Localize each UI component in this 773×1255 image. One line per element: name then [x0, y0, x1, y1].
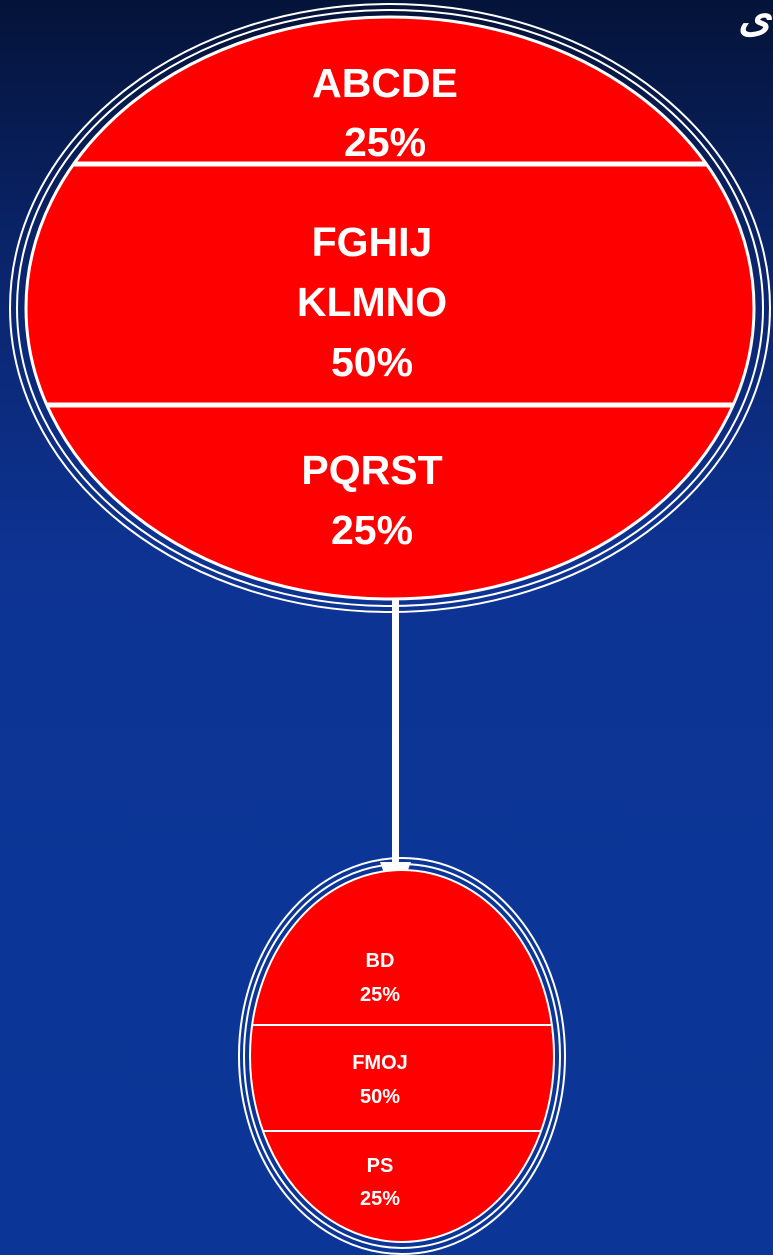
source-section-2-line-1: FGHIJ — [312, 219, 433, 265]
result-middle-ring — [243, 863, 561, 1249]
arrow-shaft — [392, 598, 399, 868]
corner-glyph: ی — [738, 0, 771, 41]
result-section-1-line-1: BD — [366, 950, 395, 972]
source-population: ABCDE 25% FGHIJ KLMNO 50% PQRST 25% — [9, 3, 771, 613]
source-section-1-line-2: 25% — [344, 119, 426, 165]
result-section-3-line-2: 25% — [360, 1188, 400, 1210]
result-section-2-line-1: FMOJ — [352, 1052, 408, 1074]
source-section-2-line-3: 50% — [331, 339, 413, 385]
source-section-3-line-2: 25% — [331, 507, 413, 553]
result-ellipse — [249, 869, 555, 1243]
result-section-1-line-2: 25% — [360, 984, 400, 1006]
source-section-3-line-1: PQRST — [301, 447, 442, 493]
source-section-2-line-2: KLMNO — [297, 279, 447, 325]
result-section-2-line-2: 50% — [360, 1086, 400, 1108]
result-section-3-line-1: PS — [367, 1155, 394, 1177]
result-outer-ring — [238, 857, 566, 1255]
result-population: BD 25% FMOJ 50% PS 25% — [238, 857, 566, 1255]
source-outer-ring — [9, 3, 771, 613]
source-middle-ring — [16, 9, 764, 607]
source-section-1-line-1: ABCDE — [312, 60, 458, 106]
